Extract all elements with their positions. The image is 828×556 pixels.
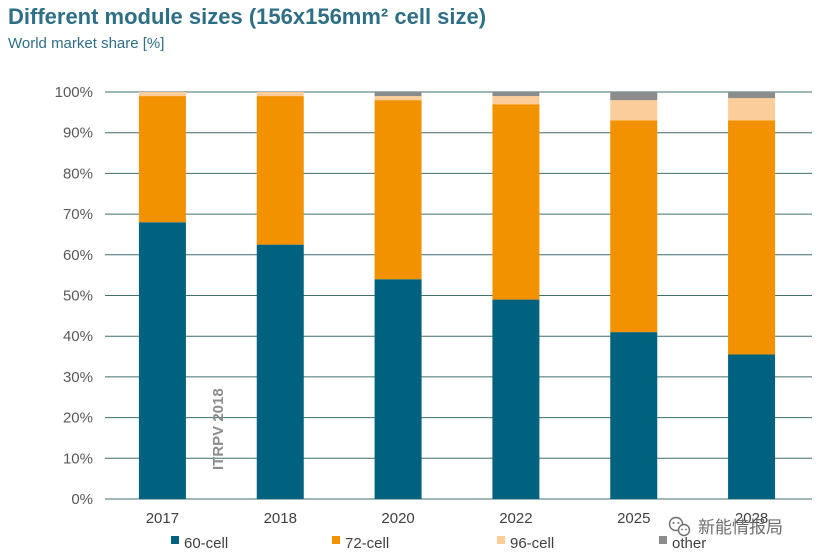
y-tick-label: 0% bbox=[71, 491, 93, 508]
y-tick-label: 60% bbox=[63, 247, 93, 264]
bar-segment-other bbox=[374, 92, 422, 97]
bar-stack-2020 bbox=[374, 92, 422, 499]
legend-label: 72-cell bbox=[345, 535, 389, 552]
y-tick-label: 70% bbox=[63, 206, 93, 223]
bar-segment-96-cell bbox=[138, 92, 186, 97]
bar-stack-2025 bbox=[610, 92, 658, 499]
x-tick-label: 2028 bbox=[735, 510, 768, 527]
y-tick-label: 30% bbox=[63, 369, 93, 386]
legend-swatch bbox=[332, 536, 340, 544]
chart-title: Different module sizes (156x156mm² cell … bbox=[8, 4, 487, 29]
bar-segment-96-cell bbox=[492, 96, 540, 105]
bar-segment-72-cell bbox=[138, 96, 186, 223]
legend-label: 60-cell bbox=[184, 535, 228, 552]
chart-subtitle: World market share [%] bbox=[8, 35, 165, 52]
x-tick-label: 2022 bbox=[499, 510, 532, 527]
legend-item-96-cell: 96-cell bbox=[497, 535, 554, 552]
y-tick-label: 80% bbox=[63, 165, 93, 182]
gridlines bbox=[105, 91, 812, 500]
bar-segment-60-cell bbox=[374, 279, 422, 499]
legend-label: other bbox=[672, 535, 706, 552]
y-tick-label: 10% bbox=[63, 450, 93, 467]
bar-stack-2017 bbox=[138, 92, 186, 500]
bar-segment-72-cell bbox=[610, 120, 658, 333]
y-tick-label: 50% bbox=[63, 288, 93, 305]
legend: 60-cell 72-cell 96-cell other bbox=[171, 535, 706, 552]
x-tick-label: 2025 bbox=[617, 510, 650, 527]
legend-item-72-cell: 72-cell bbox=[332, 535, 389, 552]
x-tick-label: 2017 bbox=[146, 510, 179, 527]
badge-text: 新能情报局 bbox=[698, 518, 783, 538]
bar-segment-96-cell bbox=[256, 92, 304, 97]
legend-item-other: other bbox=[659, 535, 706, 552]
legend-label: 96-cell bbox=[510, 535, 554, 552]
bar-segment-72-cell bbox=[492, 104, 540, 300]
bars bbox=[138, 92, 776, 500]
bar-segment-60-cell bbox=[256, 244, 304, 499]
legend-swatch bbox=[659, 536, 667, 544]
x-tick-label: 2018 bbox=[264, 510, 297, 527]
bar-stack-2022 bbox=[492, 92, 540, 499]
bar-segment-60-cell bbox=[492, 299, 540, 499]
watermark-text: ITRPV 2018 bbox=[210, 388, 227, 470]
bar-segment-96-cell bbox=[374, 96, 422, 101]
x-tick-label: 2020 bbox=[381, 510, 414, 527]
bar-segment-60-cell bbox=[728, 354, 776, 499]
bar-stack-2018 bbox=[256, 92, 304, 499]
bar-segment-60-cell bbox=[610, 332, 658, 499]
bar-segment-72-cell bbox=[256, 96, 304, 245]
source-badge: 新能情报局 bbox=[668, 516, 783, 538]
y-tick-label: 40% bbox=[63, 328, 93, 345]
bar-segment-other bbox=[610, 92, 658, 101]
bar-segment-72-cell bbox=[374, 100, 422, 280]
y-axis-ticks: 0% 10% 20% 30% 40% 50% 60% 70% 80% 90% 100% bbox=[55, 84, 93, 508]
bar-segment-other bbox=[728, 92, 776, 99]
y-tick-label: 20% bbox=[63, 410, 93, 427]
x-axis-ticks: 2017 2018 2020 2022 2025 2028 bbox=[146, 510, 769, 527]
wechat-icon bbox=[668, 516, 691, 537]
bar-stack-2028 bbox=[728, 92, 776, 499]
legend-item-60-cell: 60-cell bbox=[171, 535, 228, 552]
bar-segment-other bbox=[492, 92, 540, 97]
bar-segment-96-cell bbox=[610, 100, 658, 121]
legend-swatch bbox=[497, 536, 505, 544]
bar-segment-72-cell bbox=[728, 120, 776, 355]
y-tick-label: 100% bbox=[55, 84, 93, 101]
y-tick-label: 90% bbox=[63, 125, 93, 142]
bar-segment-60-cell bbox=[138, 222, 186, 500]
bar-segment-96-cell bbox=[728, 98, 776, 121]
legend-swatch bbox=[171, 536, 179, 544]
